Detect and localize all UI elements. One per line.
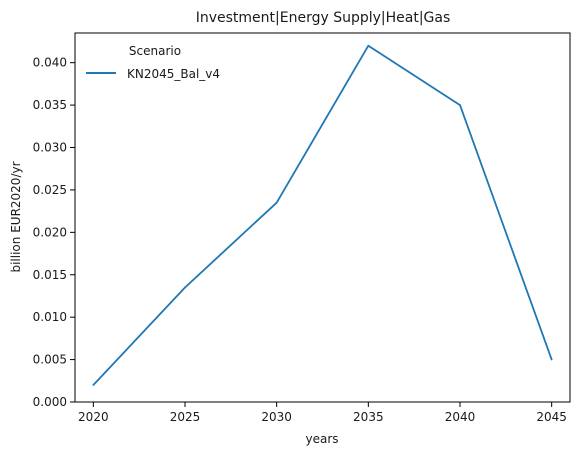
legend-title: Scenario: [129, 44, 181, 58]
y-tick-label: 0.025: [33, 183, 67, 197]
data-point: [275, 201, 278, 204]
data-point: [184, 286, 186, 289]
y-tick-label: 0.015: [33, 268, 67, 282]
x-tick-label: 2035: [353, 410, 384, 424]
x-tick-label: 2020: [78, 410, 109, 424]
data-point: [550, 358, 553, 361]
y-tick-label: 0.000: [33, 395, 67, 409]
axes-frame: [74, 32, 571, 403]
x-tick-label: 2045: [536, 410, 567, 424]
series-line: [92, 44, 553, 386]
legend-entry-label: KN2045_Bal_v4: [127, 67, 220, 81]
legend: Scenario KN2045_Bal_v4: [86, 44, 220, 81]
plot-area: [74, 32, 571, 403]
chart-title: Investment|Energy Supply|Heat|Gas: [196, 10, 451, 26]
y-axis: 0.000 0.005 0.010 0.015 0.020 0.025 0.030 0.035…: [33, 56, 75, 409]
y-tick-label: 0.035: [33, 98, 67, 112]
data-point: [459, 104, 461, 106]
y-tick-label: 0.005: [33, 353, 67, 367]
data-point: [92, 384, 95, 386]
y-tick-label: 0.020: [33, 225, 67, 239]
x-axis: 2020 2025 2030 2035 2040 2045: [78, 402, 567, 424]
y-tick-label: 0.030: [33, 141, 67, 155]
x-tick-label: 2040: [445, 410, 476, 424]
x-tick-label: 2030: [261, 410, 292, 424]
data-point: [367, 44, 370, 47]
y-axis-label: billion EUR2020/yr: [9, 161, 23, 272]
y-tick-label: 0.040: [33, 56, 67, 70]
x-tick-label: 2025: [170, 410, 201, 424]
y-tick-label: 0.010: [33, 310, 67, 324]
x-axis-label: years: [305, 432, 338, 446]
